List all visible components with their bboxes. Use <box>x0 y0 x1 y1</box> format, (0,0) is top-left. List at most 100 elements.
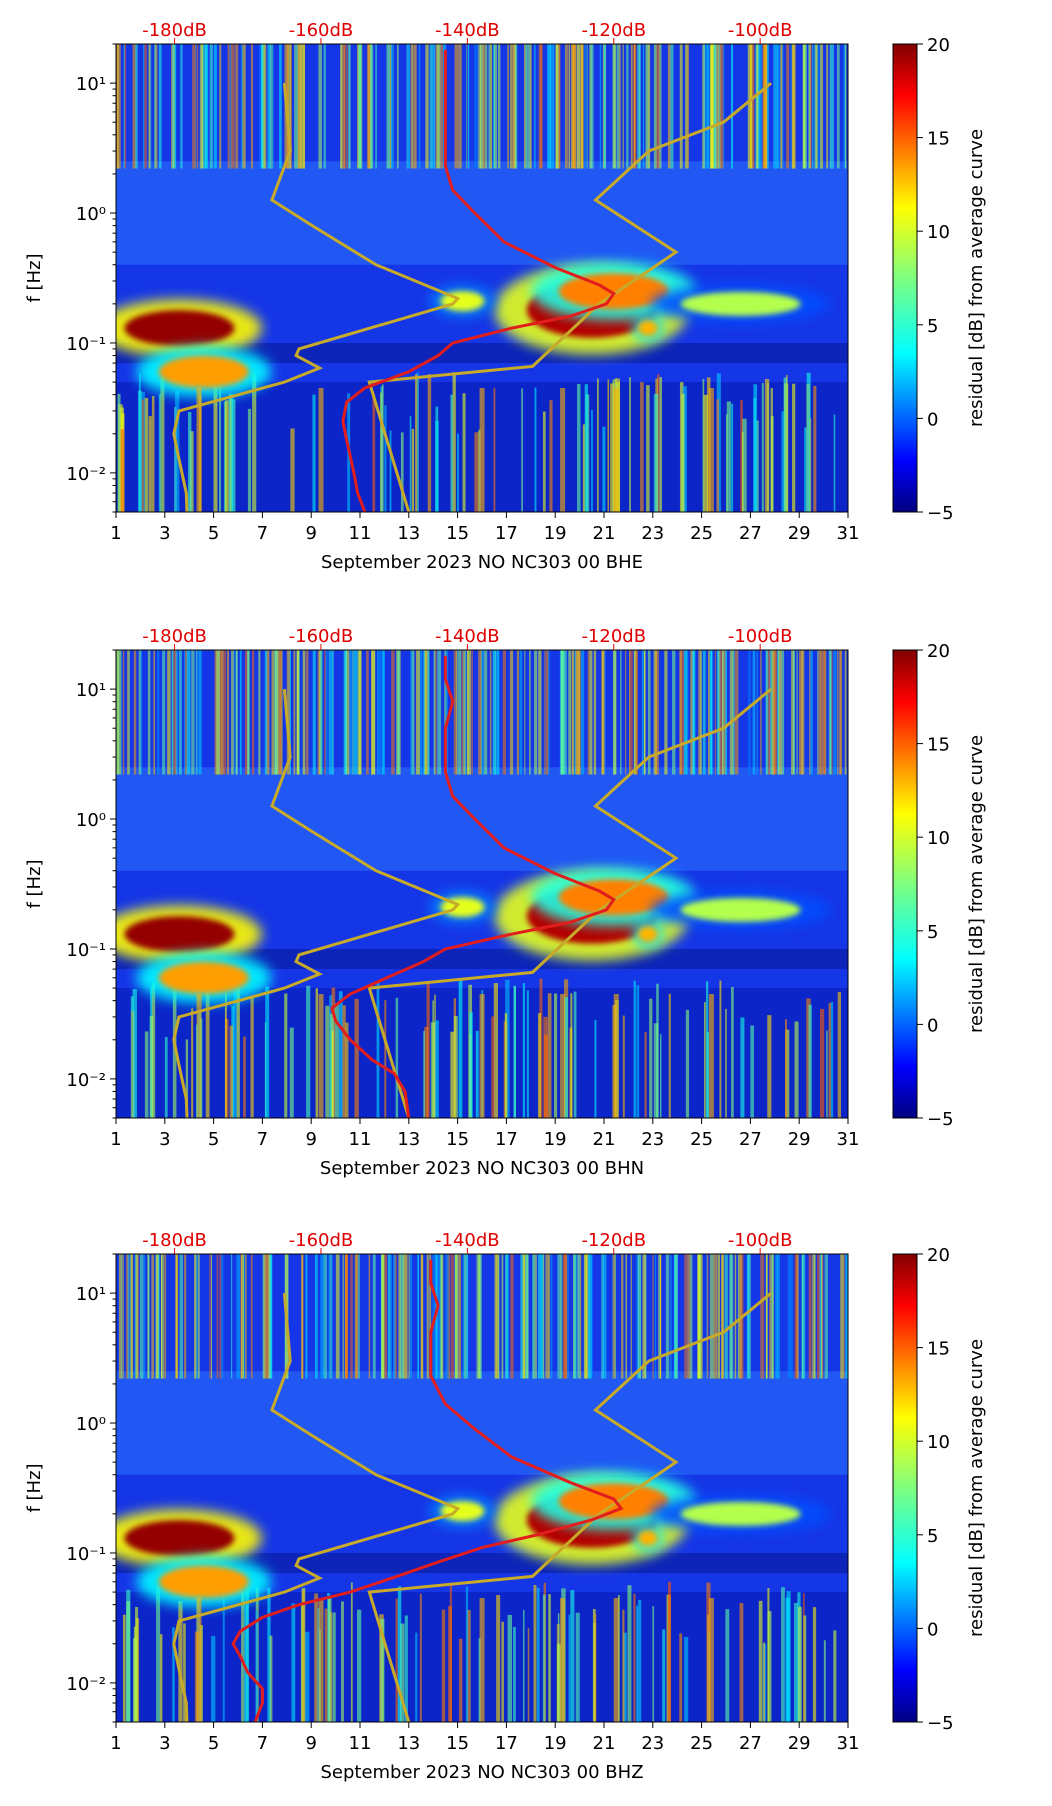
x-tick-label: 25 <box>690 1129 713 1150</box>
x-tick-label: 31 <box>837 523 860 544</box>
top-db-ticks: -180dB -160dB -140dB -120dB -100dB <box>142 20 792 44</box>
x-tick-label: 15 <box>446 523 469 544</box>
x-tick-label: 25 <box>690 523 713 544</box>
y-tick-label: 10⁻¹ <box>66 334 106 355</box>
top-tick-label: -140dB <box>435 20 500 41</box>
top-tick-label: -140dB <box>435 1230 500 1251</box>
curves-layer <box>172 1259 773 1723</box>
colorbar-tick-label: 5 <box>927 922 938 943</box>
y-axis-label: f [Hz] <box>24 253 45 302</box>
x-tick-label: 23 <box>641 1129 664 1150</box>
colorbar-tick-label: 10 <box>927 1432 950 1453</box>
colorbar-tick-label: 0 <box>927 409 938 430</box>
colorbar-tick-label: 20 <box>927 1245 950 1266</box>
y-tick-label: 10¹ <box>76 680 106 701</box>
top-tick-label: -180dB <box>142 20 207 41</box>
spectrogram-panel-bhn: 1 3 5 7 9 11 13 15 17 19 21 23 25 27 29 31 10⁻²10⁻¹10⁰1… <box>24 626 987 1179</box>
x-tick-label: 3 <box>159 1129 170 1150</box>
x-tick-label: 5 <box>208 1129 219 1150</box>
x-tick-label: 13 <box>397 1129 420 1150</box>
colorbar-tick-label: −5 <box>927 1713 954 1734</box>
y-axis-ticks: 10⁻² 10⁻¹ 10⁰ 10¹ <box>66 649 116 1119</box>
colorbar-tick-label: 10 <box>927 222 950 243</box>
x-tick-label: 21 <box>593 523 616 544</box>
top-tick-label: -140dB <box>435 626 500 647</box>
colorbar-gradient <box>892 649 918 1119</box>
x-tick-label: 15 <box>446 1733 469 1754</box>
x-tick-label: 17 <box>495 1129 518 1150</box>
top-db-ticks: -180dB -160dB -140dB -120dB -100dB <box>142 1230 792 1254</box>
x-tick-label: 9 <box>305 523 316 544</box>
x-tick-label: 31 <box>837 1733 860 1754</box>
x-tick-label: 11 <box>349 1733 372 1754</box>
colorbar-tick-label: 10 <box>927 828 950 849</box>
top-tick-label: -160dB <box>289 626 354 647</box>
spectrogram-heatmap <box>116 1254 848 1722</box>
x-tick-label: 27 <box>739 1129 762 1150</box>
x-tick-label: 19 <box>544 523 567 544</box>
x-tick-label: 13 <box>397 1733 420 1754</box>
x-tick-label: 19 <box>544 1129 567 1150</box>
x-axis-ticks: 1 3 5 7 9 11 13 15 17 19 21 23 25 27 29 31 <box>110 1722 859 1754</box>
y-tick-label: 10⁻² <box>66 1070 106 1091</box>
x-tick-label: 11 <box>349 1129 372 1150</box>
colorbar: 20 15 10 5 0 −5 <box>892 1245 954 1734</box>
x-axis-label: September 2023 NO NC303 00 BHN <box>320 1158 644 1179</box>
x-tick-label: 1 <box>110 523 121 544</box>
plot-frame <box>115 649 849 1119</box>
colorbar-label: residual [dB] from average curve <box>966 129 987 427</box>
colorbar-tick-label: 20 <box>927 35 950 56</box>
colorbar-tick-label: 5 <box>927 316 938 337</box>
colorbar-tick-label: 15 <box>927 735 950 756</box>
x-tick-label: 7 <box>257 1733 268 1754</box>
x-axis-label: September 2023 NO NC303 00 BHZ <box>320 1762 643 1783</box>
x-tick-label: 7 <box>257 523 268 544</box>
colorbar-gradient <box>892 43 918 513</box>
y-tick-label: 10⁻¹ <box>66 940 106 961</box>
colorbar-label: residual [dB] from average curve <box>966 1339 987 1637</box>
noise-model-low-curve <box>172 1292 461 1723</box>
x-tick-label: 15 <box>446 1129 469 1150</box>
spectrogram-panel-bhe: 1 3 5 7 9 11 13 15 17 19 21 23 25 27 29 31 10⁻²10⁻¹10⁰1… <box>24 20 987 573</box>
top-db-ticks: -180dB -160dB -140dB -120dB -100dB <box>142 626 792 650</box>
x-tick-label: 5 <box>208 523 219 544</box>
x-tick-label: 1 <box>110 1129 121 1150</box>
x-tick-label: 3 <box>159 523 170 544</box>
spectrogram-heatmap <box>116 650 848 1118</box>
top-tick-label: -120dB <box>581 626 646 647</box>
colorbar-tick-label: 20 <box>927 641 950 662</box>
noise-model-high-curve <box>367 1291 773 1723</box>
plot-frame <box>115 43 849 513</box>
colorbar-gradient <box>892 1253 918 1723</box>
x-tick-label: 11 <box>349 523 372 544</box>
y-tick-label: 10⁰ <box>76 810 106 831</box>
x-tick-label: 29 <box>788 1129 811 1150</box>
top-tick-label: -180dB <box>142 1230 207 1251</box>
top-tick-label: -100dB <box>728 626 793 647</box>
curves-layer <box>172 49 773 513</box>
median-psd-curve <box>231 1259 624 1723</box>
noise-model-low-curve <box>172 688 461 1119</box>
x-axis-ticks: 1 3 5 7 9 11 13 15 17 19 21 23 25 27 29 31 <box>110 512 859 544</box>
y-tick-label: 10⁻² <box>66 464 106 485</box>
colorbar-tick-label: 5 <box>927 1526 938 1547</box>
x-tick-label: 5 <box>208 1733 219 1754</box>
top-tick-label: -100dB <box>728 20 793 41</box>
x-tick-label: 7 <box>257 1129 268 1150</box>
median-psd-curve <box>330 655 616 1119</box>
noise-model-high-curve <box>367 687 773 1119</box>
x-axis-label: September 2023 NO NC303 00 BHE <box>321 552 643 573</box>
y-tick-label: 10⁰ <box>76 204 106 225</box>
x-tick-label: 31 <box>837 1129 860 1150</box>
top-tick-label: -160dB <box>289 20 354 41</box>
median-psd-curve <box>341 49 616 513</box>
y-axis-label: f [Hz] <box>24 1463 45 1512</box>
x-tick-label: 23 <box>641 1733 664 1754</box>
x-tick-label: 29 <box>788 1733 811 1754</box>
x-tick-label: 29 <box>788 523 811 544</box>
top-tick-label: -120dB <box>581 20 646 41</box>
x-tick-label: 9 <box>305 1733 316 1754</box>
x-tick-label: 27 <box>739 523 762 544</box>
plot-frame <box>115 1253 849 1723</box>
